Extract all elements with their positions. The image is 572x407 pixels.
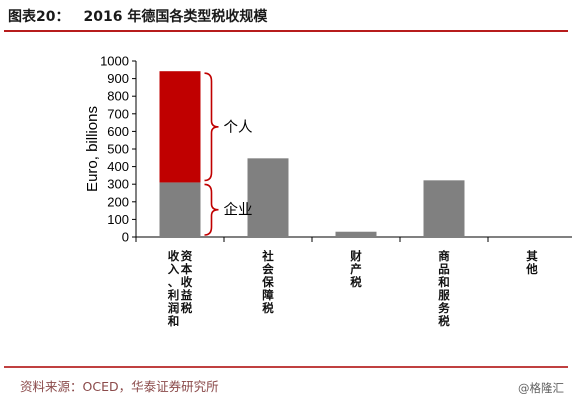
source-divider xyxy=(4,366,568,368)
y-tick-label: 0 xyxy=(122,230,129,245)
bar-企业-1 xyxy=(247,158,289,237)
y-tick-label: 500 xyxy=(107,142,129,157)
y-tick-label: 800 xyxy=(107,89,129,104)
x-category-label-line: 其他 xyxy=(526,249,538,276)
y-tick-label: 700 xyxy=(107,106,129,121)
x-category-label: 其他 xyxy=(526,250,539,276)
y-tick-label: 100 xyxy=(107,212,129,227)
x-category-label-line: 收入、利润和 xyxy=(167,249,180,328)
y-tick-label: 300 xyxy=(107,177,129,192)
figure-title: 2016 年德国各类型税收规模 xyxy=(83,9,268,25)
x-category-label-line: 财产税 xyxy=(350,249,362,289)
x-category-label: 收入、利润和资本收益税 xyxy=(167,250,193,328)
bar-个人-0 xyxy=(159,71,201,183)
watermark: @格隆汇 xyxy=(518,381,564,395)
x-category-label: 财产税 xyxy=(350,250,363,289)
y-tick-label: 1000 xyxy=(100,54,129,69)
x-category-label-line: 商品和服务税 xyxy=(438,249,450,328)
x-category-label: 社会保障税 xyxy=(262,250,275,315)
y-tick-label: 400 xyxy=(107,159,129,174)
y-tick-label: 600 xyxy=(107,124,129,139)
annotation-label: 个人 xyxy=(224,119,253,136)
x-category-label: 商品和服务税 xyxy=(438,250,451,328)
annotation-label: 企业 xyxy=(224,201,253,219)
bar-企业-3 xyxy=(423,180,465,237)
chart-title: 图表20： 2016 年德国各类型税收规模 xyxy=(8,6,267,26)
y-tick-label: 900 xyxy=(107,71,129,86)
bar-企业-2 xyxy=(335,231,377,237)
title-divider xyxy=(4,30,568,32)
x-category-label-line: 社会保障税 xyxy=(262,249,274,315)
y-tick-label: 200 xyxy=(107,194,129,209)
brace-marker xyxy=(204,183,219,236)
brace-marker xyxy=(204,72,219,182)
bar-企业-0 xyxy=(159,182,201,237)
source-note: 资料来源：OCED，华泰证券研究所 xyxy=(20,379,219,394)
y-axis-title: Euro, billions xyxy=(84,106,101,192)
figure-number: 图表20： xyxy=(8,9,70,25)
x-category-label-line: 资本收益税 xyxy=(180,249,193,315)
